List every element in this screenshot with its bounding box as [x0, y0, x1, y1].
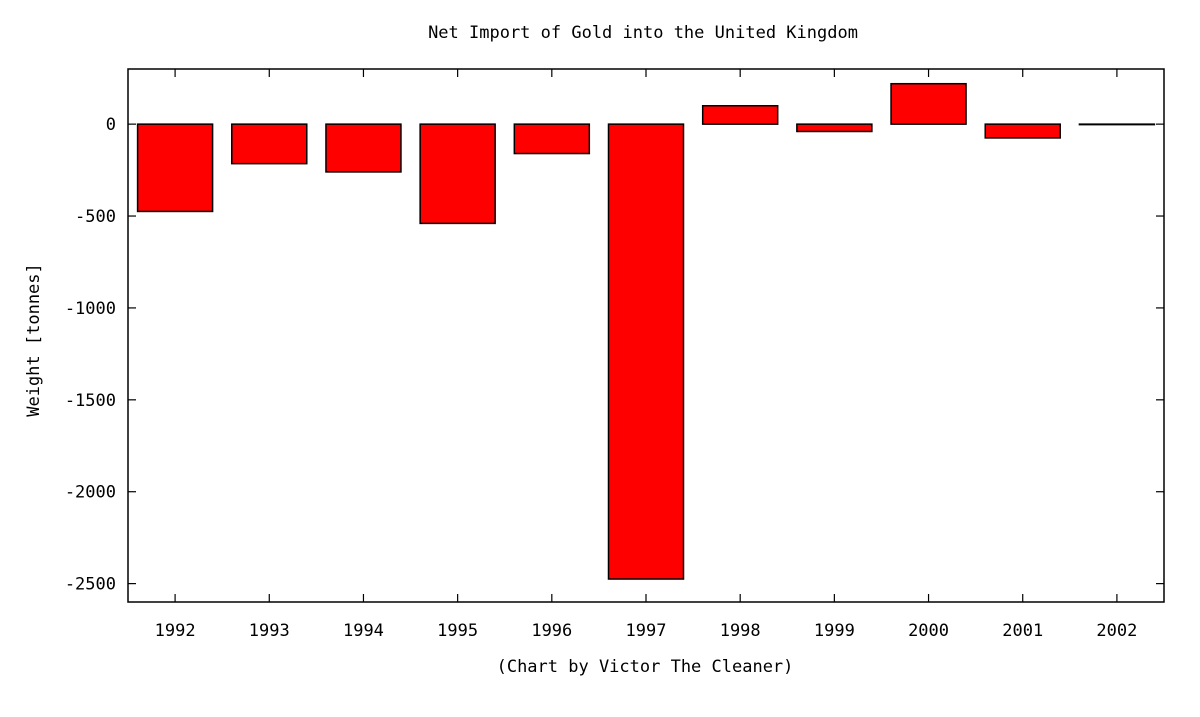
y-tick-label: -1000	[65, 299, 116, 319]
x-tick-label: 2000	[908, 621, 949, 641]
x-tick-label: 1999	[814, 621, 855, 641]
x-tick-label: 1993	[249, 621, 290, 641]
tick-marks	[128, 69, 1164, 602]
bar-1995	[419, 123, 496, 225]
x-tick-label: 1996	[531, 621, 572, 641]
y-tick-label: 0	[106, 115, 116, 135]
bar-1993	[231, 123, 308, 165]
bars	[136, 82, 1156, 580]
bar-1994	[325, 123, 402, 173]
bar-2000	[890, 82, 967, 125]
bar-1996	[513, 123, 591, 155]
bar-1999	[796, 123, 873, 133]
x-tick-labels: 1992 1993 1994 1995 1996 1997 1998 1999 2000 2001…	[155, 621, 1138, 641]
x-tick-label: 1994	[343, 621, 384, 641]
x-tick-label: 2002	[1096, 621, 1137, 641]
x-tick-label: 1998	[720, 621, 761, 641]
y-tick-labels: 0 -500 -1000 -1500 -2000 -2500	[65, 115, 116, 594]
chart-title: Net Import of Gold into the United Kingd…	[428, 23, 858, 43]
y-tick-label: -2000	[65, 483, 116, 503]
y-tick-label: -500	[75, 207, 116, 227]
x-axis-label: (Chart by Victor The Cleaner)	[497, 657, 794, 677]
y-tick-label: -2500	[65, 575, 116, 595]
bar-1997	[607, 123, 685, 580]
y-axis-label: Weight [tonnes]	[24, 263, 44, 417]
x-tick-label: 1995	[437, 621, 478, 641]
bar-1992	[136, 123, 214, 213]
x-tick-label: 1997	[626, 621, 667, 641]
y-tick-label: -1500	[65, 391, 116, 411]
bar-2001	[984, 123, 1061, 139]
plot-frame	[127, 68, 1165, 603]
bar-2002	[1078, 123, 1156, 126]
x-tick-label: 1992	[155, 621, 196, 641]
bar-1998	[701, 105, 779, 125]
x-tick-label: 2001	[1002, 621, 1043, 641]
